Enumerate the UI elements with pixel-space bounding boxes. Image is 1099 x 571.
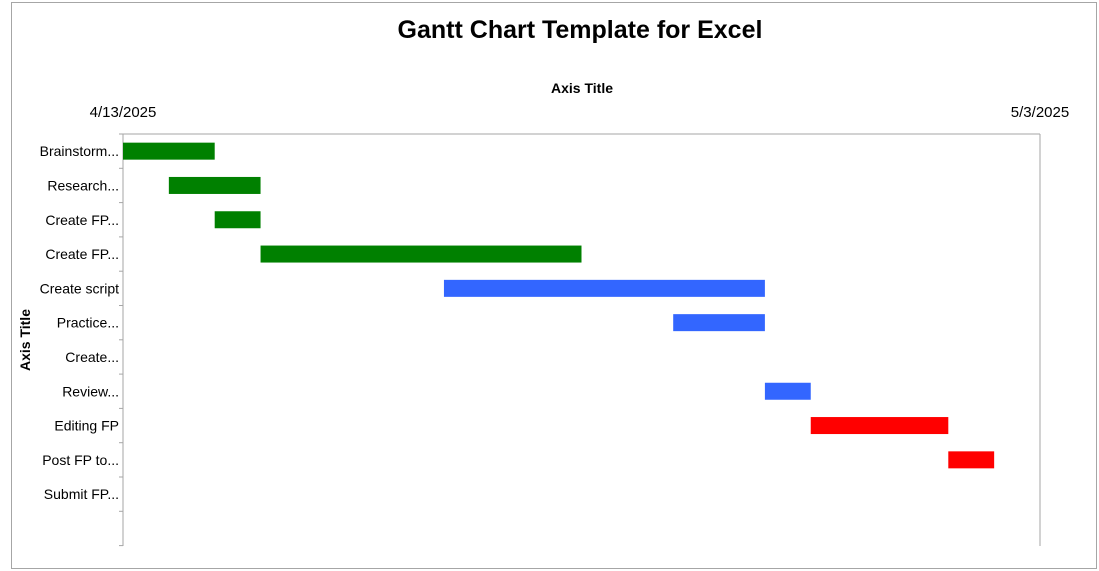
task-bar[interactable] <box>811 417 949 434</box>
task-bar[interactable] <box>765 383 811 400</box>
task-bar[interactable] <box>444 280 765 297</box>
y-axis-title: Axis Title <box>17 309 33 371</box>
category-label: Submit FP... <box>44 486 119 502</box>
category-label: Review... <box>62 383 119 399</box>
category-label: Practice... <box>57 315 119 331</box>
x-tick-label-end: 5/3/2025 <box>1011 104 1069 121</box>
task-bar[interactable] <box>215 211 261 228</box>
category-label: Post FP to... <box>42 452 119 468</box>
task-bar[interactable] <box>169 177 261 194</box>
category-label: Editing FP <box>54 418 119 434</box>
x-tick-label-start: 4/13/2025 <box>90 104 157 121</box>
category-label: Create script <box>40 280 119 296</box>
task-bar[interactable] <box>261 246 582 263</box>
task-bar[interactable] <box>673 314 765 331</box>
category-label: Create FP... <box>45 212 119 228</box>
category-label: Create FP... <box>45 246 119 262</box>
task-bar[interactable] <box>948 451 994 468</box>
category-label: Research... <box>47 177 119 193</box>
chart-title: Gantt Chart Template for Excel <box>398 16 763 44</box>
task-bar[interactable] <box>123 143 215 160</box>
category-label: Brainstorm... <box>40 143 119 159</box>
x-axis-title: Axis Title <box>551 80 613 96</box>
category-label: Create... <box>65 349 119 365</box>
